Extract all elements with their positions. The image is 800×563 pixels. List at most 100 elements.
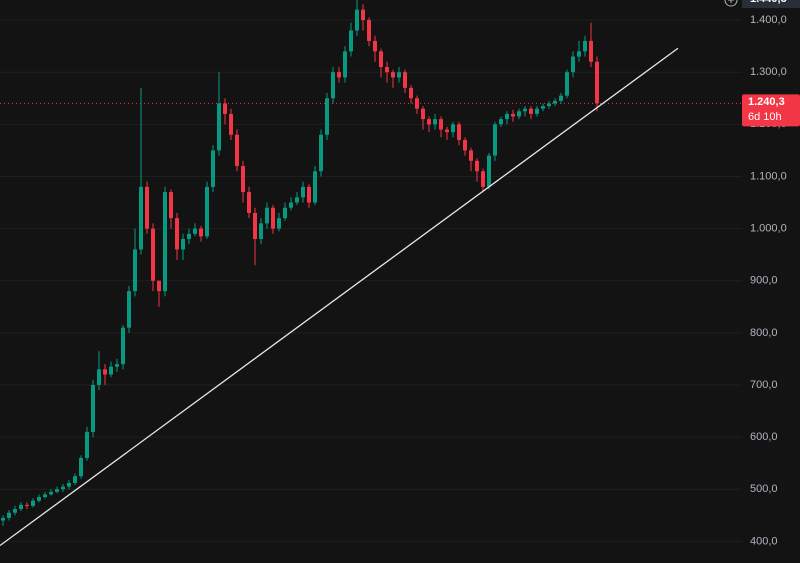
candle-body (535, 108, 539, 114)
candle-body (589, 40, 593, 62)
last-price-label: 1.240,3 (748, 96, 785, 108)
candle-body (25, 504, 29, 506)
candle-body (163, 192, 167, 292)
candle-body (175, 218, 179, 250)
y-tick-label: 800,0 (750, 327, 778, 339)
candle-body (217, 103, 221, 151)
candle-body (343, 51, 347, 78)
candle-body (283, 207, 287, 219)
candle-body (349, 30, 353, 52)
candle-body (271, 207, 275, 229)
candle-body (595, 61, 599, 104)
candle-body (439, 119, 443, 130)
crosshair-box (742, 0, 800, 9)
candle-body (127, 291, 131, 328)
candle-body (97, 369, 101, 385)
candle-body (481, 171, 485, 187)
candle-body (517, 111, 521, 117)
candle-body (61, 486, 65, 490)
candle-body (7, 512, 11, 518)
candle-body (559, 95, 563, 101)
candle-body (457, 124, 461, 140)
candle-body (43, 494, 47, 498)
candle-body (13, 509, 17, 513)
y-tick-label: 1.400,0 (750, 14, 787, 26)
candle-body (67, 482, 71, 487)
candle-body (193, 228, 197, 234)
candle-body (109, 366, 113, 375)
candle-body (505, 113, 509, 120)
candle-body (265, 207, 269, 224)
candle-body (361, 9, 365, 21)
candle-body (463, 139, 467, 151)
candle-body (469, 150, 473, 161)
last-price-box (742, 94, 800, 127)
candle-body (391, 72, 395, 78)
candle-body (115, 364, 119, 367)
add-icon (728, 0, 734, 4)
candle-body (157, 280, 161, 292)
candle-body (445, 129, 449, 133)
candle-body (409, 87, 413, 99)
candle-body (307, 186, 311, 203)
candle-body (55, 489, 59, 492)
countdown-label: 6d 10h (748, 111, 782, 123)
candle-body (241, 166, 245, 193)
candle-body (37, 497, 41, 501)
trendline (0, 47, 679, 547)
candle-body (523, 108, 527, 112)
candle-body (373, 40, 377, 52)
candle-body (331, 72, 335, 99)
candle-body (49, 491, 53, 495)
candle-body (319, 134, 323, 172)
candle-body (397, 72, 401, 78)
candle-body (91, 384, 95, 432)
y-axis: 400,0 500,0 600,0 700,0 800,0 900,0 1.000,0 1.1… (724, 0, 800, 547)
candle-body (199, 228, 203, 237)
candle-body (367, 20, 371, 41)
y-tick-label: 900,0 (750, 275, 778, 287)
candle-body (493, 124, 497, 156)
y-tick-label: 1.100,0 (750, 170, 787, 182)
candle-body (337, 72, 341, 78)
candle-body (181, 239, 185, 250)
candle-body (253, 212, 257, 240)
y-tick-label: 400,0 (750, 535, 778, 547)
candle-body (583, 40, 587, 52)
candle-body (121, 327, 125, 365)
candle-body (301, 186, 305, 198)
candle-body (451, 124, 455, 133)
candle-body (211, 150, 215, 187)
candle-body (151, 228, 155, 281)
candle-body (169, 192, 173, 219)
candle-body (187, 233, 191, 240)
candle-body (511, 113, 515, 117)
candle-body (139, 186, 143, 250)
y-tick-label: 600,0 (750, 431, 778, 443)
candle-body (259, 223, 263, 240)
candle-body (295, 197, 299, 203)
candle-body (313, 171, 317, 203)
candle-body (355, 9, 359, 31)
candle-body (427, 119, 431, 125)
candle-body (553, 100, 557, 104)
candle-body (565, 72, 569, 96)
candle-body (529, 108, 533, 114)
y-tick-label: 500,0 (750, 483, 778, 495)
plot (0, 0, 742, 547)
candle-body (235, 134, 239, 167)
candle-body (19, 504, 23, 510)
crosshair-label: 1.440,3 (750, 0, 787, 5)
candle-body (325, 98, 329, 135)
candle-body (571, 56, 575, 73)
candle-body (73, 476, 77, 483)
candle-body (499, 119, 503, 125)
candle-body (145, 186, 149, 229)
candle-body (85, 431, 89, 458)
y-tick-label: 700,0 (750, 379, 778, 391)
candle-body (487, 155, 491, 187)
candle-body (475, 160, 479, 172)
candle-body (31, 500, 35, 506)
